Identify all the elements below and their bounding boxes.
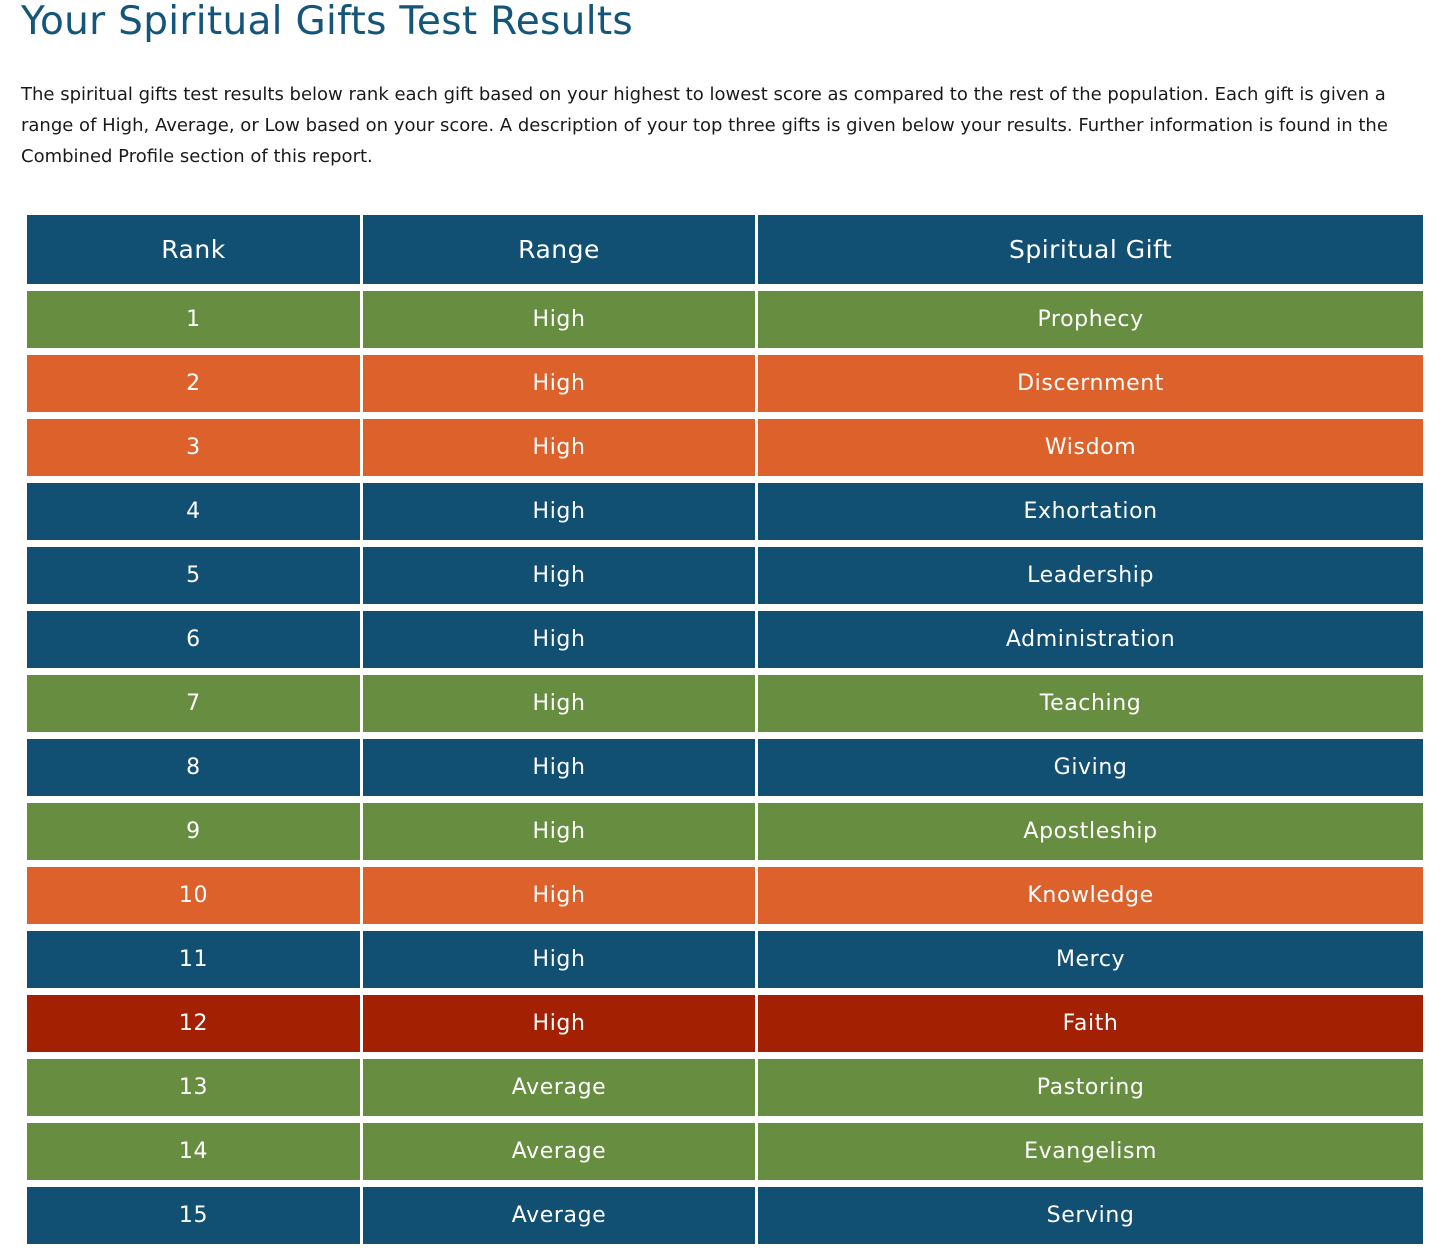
- range-cell: High: [362, 547, 756, 604]
- rank-cell: 7: [27, 675, 360, 732]
- range-cell: Average: [362, 1187, 756, 1244]
- results-table-header: Rank Range Spiritual Gift: [27, 215, 1423, 284]
- rank-cell: 10: [27, 867, 360, 924]
- range-cell: High: [362, 611, 756, 668]
- rank-cell: 12: [27, 995, 360, 1052]
- gift-cell: Discernment: [758, 355, 1423, 412]
- header-range: Range: [362, 215, 756, 284]
- page-title: Your Spiritual Gifts Test Results: [21, 0, 634, 44]
- range-cell: High: [362, 483, 756, 540]
- gift-cell: Knowledge: [758, 867, 1423, 924]
- rank-cell: 9: [27, 803, 360, 860]
- header-row: Rank Range Spiritual Gift: [27, 215, 1423, 284]
- table-row: 11 High Mercy: [27, 931, 1423, 988]
- gift-cell: Giving: [758, 739, 1423, 796]
- rank-cell: 3: [27, 419, 360, 476]
- table-row: 14 Average Evangelism: [27, 1123, 1423, 1180]
- results-table: Rank Range Spiritual Gift 1 High Prophecy 2…: [24, 208, 1426, 1251]
- gift-cell: Evangelism: [758, 1123, 1423, 1180]
- table-row: 9 High Apostleship: [27, 803, 1423, 860]
- range-cell: Average: [362, 1123, 756, 1180]
- range-cell: High: [362, 355, 756, 412]
- table-row: 13 Average Pastoring: [27, 1059, 1423, 1116]
- rank-cell: 11: [27, 931, 360, 988]
- table-row: 10 High Knowledge: [27, 867, 1423, 924]
- gift-cell: Teaching: [758, 675, 1423, 732]
- table-row: 1 High Prophecy: [27, 291, 1423, 348]
- table-row: 15 Average Serving: [27, 1187, 1423, 1244]
- range-cell: High: [362, 867, 756, 924]
- rank-cell: 1: [27, 291, 360, 348]
- gift-cell: Administration: [758, 611, 1423, 668]
- gift-cell: Wisdom: [758, 419, 1423, 476]
- range-cell: High: [362, 291, 756, 348]
- table-row: 8 High Giving: [27, 739, 1423, 796]
- rank-cell: 6: [27, 611, 360, 668]
- range-cell: Average: [362, 1059, 756, 1116]
- range-cell: High: [362, 419, 756, 476]
- gift-cell: Faith: [758, 995, 1423, 1052]
- table-row: 2 High Discernment: [27, 355, 1423, 412]
- table-row: 6 High Administration: [27, 611, 1423, 668]
- range-cell: High: [362, 995, 756, 1052]
- gift-cell: Serving: [758, 1187, 1423, 1244]
- gift-cell: Leadership: [758, 547, 1423, 604]
- intro-paragraph: The spiritual gifts test results below r…: [21, 84, 1388, 167]
- range-cell: High: [362, 803, 756, 860]
- table-row: 12 High Faith: [27, 995, 1423, 1052]
- rank-cell: 13: [27, 1059, 360, 1116]
- gift-cell: Mercy: [758, 931, 1423, 988]
- range-cell: High: [362, 739, 756, 796]
- table-row: 3 High Wisdom: [27, 419, 1423, 476]
- rank-cell: 2: [27, 355, 360, 412]
- gift-cell: Prophecy: [758, 291, 1423, 348]
- range-cell: High: [362, 931, 756, 988]
- header-rank: Rank: [27, 215, 360, 284]
- range-cell: High: [362, 675, 756, 732]
- gift-cell: Apostleship: [758, 803, 1423, 860]
- gift-cell: Pastoring: [758, 1059, 1423, 1116]
- table-row: 5 High Leadership: [27, 547, 1423, 604]
- rank-cell: 4: [27, 483, 360, 540]
- table-row: 7 High Teaching: [27, 675, 1423, 732]
- rank-cell: 15: [27, 1187, 360, 1244]
- gift-cell: Exhortation: [758, 483, 1423, 540]
- table-row: 4 High Exhortation: [27, 483, 1423, 540]
- rank-cell: 14: [27, 1123, 360, 1180]
- rank-cell: 8: [27, 739, 360, 796]
- rank-cell: 5: [27, 547, 360, 604]
- header-spiritual-gift: Spiritual Gift: [758, 215, 1423, 284]
- results-table-body: 1 High Prophecy 2 High Discernment 3 High Wisdom…: [27, 291, 1423, 1244]
